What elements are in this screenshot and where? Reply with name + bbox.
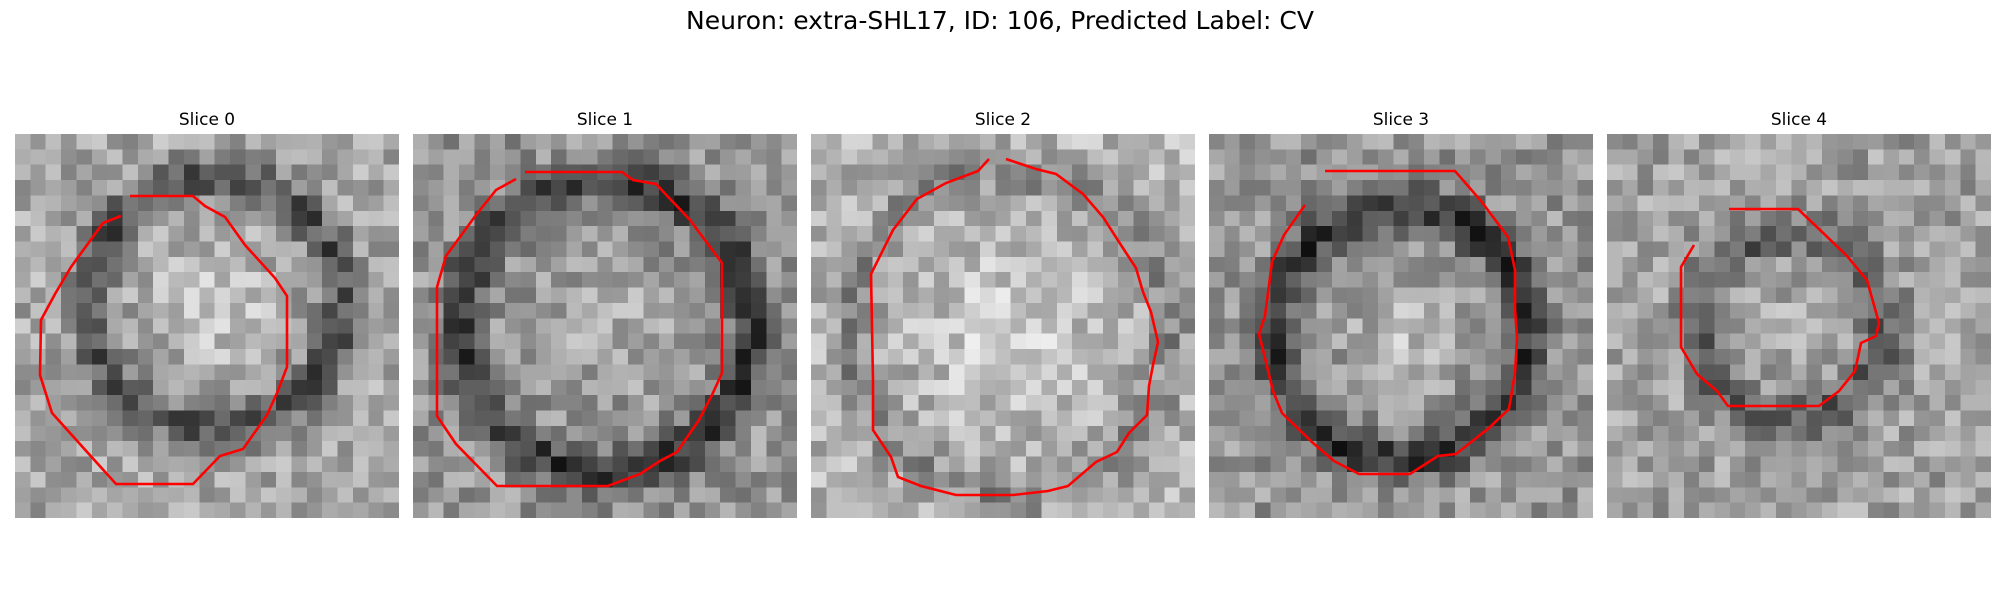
slice-title-2: Slice 2 [974,110,1032,130]
slice-title-1: Slice 1 [576,110,634,130]
slice-image-3 [1209,134,1593,518]
slice-title-4: Slice 4 [1770,110,1828,130]
slice-panel-1: Slice 1 [413,108,797,518]
slice-image-0 [15,134,399,518]
slice-image-1 [413,134,797,518]
slice-image-4 [1607,134,1991,518]
slice-image-2 [811,134,1195,518]
slice-title-0: Slice 0 [178,110,236,130]
slice-panel-3: Slice 3 [1209,108,1593,518]
figure-title: Neuron: extra-SHL17, ID: 106, Predicted … [686,6,1314,35]
slice-panel-2: Slice 2 [811,108,1195,518]
slice-panel-4: Slice 4 [1607,108,1991,518]
slice-panel-0: Slice 0 [15,108,399,518]
slice-title-3: Slice 3 [1372,110,1430,130]
